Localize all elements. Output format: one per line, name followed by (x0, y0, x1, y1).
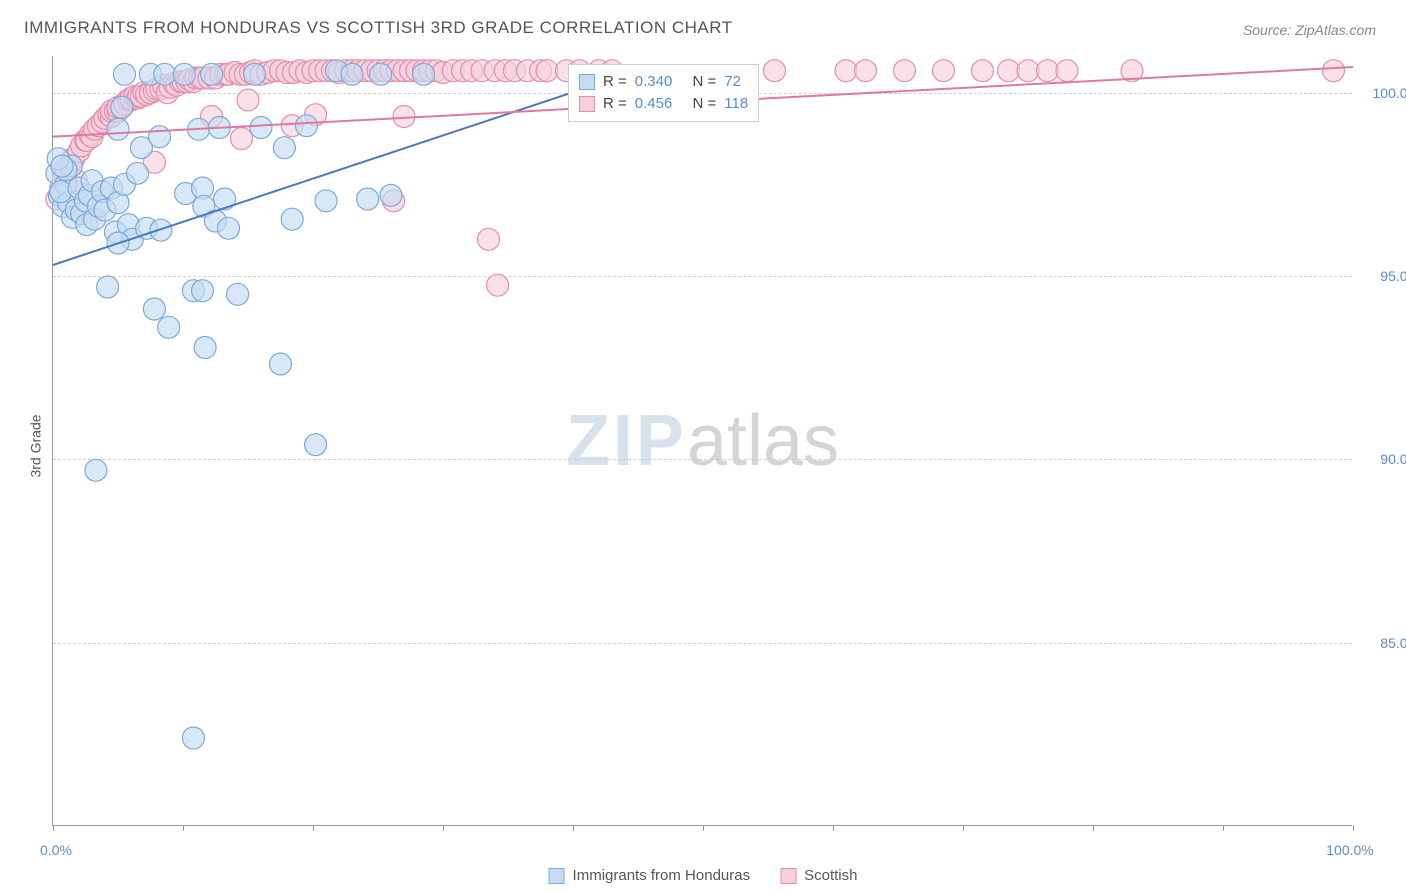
stats-legend: R = 0.340 N = 72 R = 0.456 N = 118 (568, 64, 759, 122)
scatter-svg (53, 56, 1352, 825)
r-value: 0.340 (635, 71, 673, 93)
r-label: R = (603, 93, 627, 115)
legend-row-honduras: R = 0.340 N = 72 (579, 71, 748, 93)
n-value: 72 (724, 71, 741, 93)
r-label: R = (603, 71, 627, 93)
source-attribution: Source: ZipAtlas.com (1243, 22, 1376, 38)
legend-item-honduras: Immigrants from Honduras (549, 867, 751, 884)
x-axis-max: 100.0% (1326, 842, 1373, 858)
n-label: N = (692, 93, 716, 115)
ytick-label: 85.0% (1380, 635, 1406, 651)
chart-title: IMMIGRANTS FROM HONDURAS VS SCOTTISH 3RD… (24, 18, 733, 38)
n-label: N = (692, 71, 716, 93)
plot-area: ZIPatlas 85.0%90.0%95.0%100.0% R = 0.340… (52, 56, 1352, 826)
swatch-honduras (549, 868, 565, 884)
r-value: 0.456 (635, 93, 673, 115)
n-value: 118 (724, 93, 748, 115)
swatch-scottish (780, 868, 796, 884)
legend-item-scottish: Scottish (780, 867, 857, 884)
ytick-label: 90.0% (1380, 451, 1406, 467)
legend-row-scottish: R = 0.456 N = 118 (579, 93, 748, 115)
ytick-label: 100.0% (1373, 85, 1406, 101)
swatch-scottish (579, 96, 595, 112)
ytick-label: 95.0% (1380, 268, 1406, 284)
x-axis-min: 0.0% (40, 842, 72, 858)
legend-label: Immigrants from Honduras (573, 867, 751, 884)
bottom-legend: Immigrants from Honduras Scottish (549, 867, 858, 884)
y-axis-label: 3rd Grade (28, 414, 44, 477)
legend-label: Scottish (804, 867, 857, 884)
swatch-honduras (579, 74, 595, 90)
